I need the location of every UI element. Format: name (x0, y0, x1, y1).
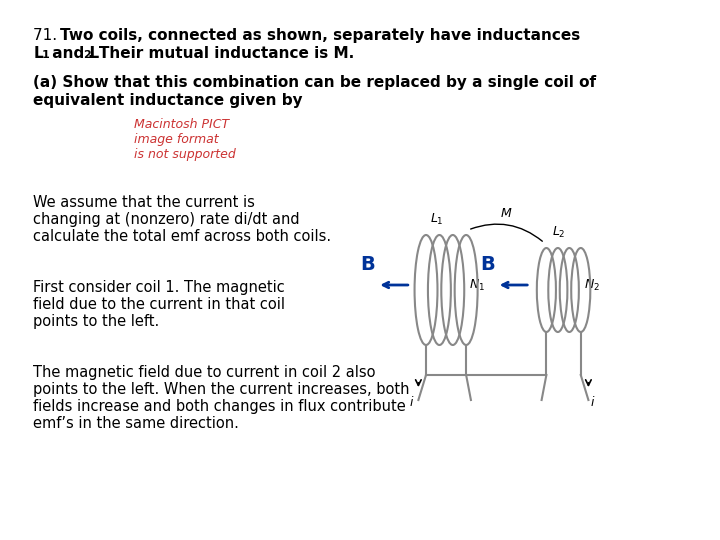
Text: calculate the total emf across both coils.: calculate the total emf across both coil… (33, 229, 331, 244)
Text: equivalent inductance given by: equivalent inductance given by (33, 93, 303, 108)
Text: field due to the current in that coil: field due to the current in that coil (33, 297, 285, 312)
Text: B: B (480, 255, 495, 274)
Text: First consider coil 1. The magnetic: First consider coil 1. The magnetic (33, 280, 285, 295)
Text: $N_1$: $N_1$ (469, 278, 485, 293)
Text: $i$: $i$ (590, 395, 595, 409)
Text: $N_2$: $N_2$ (584, 278, 600, 293)
Text: $i$: $i$ (409, 395, 414, 409)
Text: is not supported: is not supported (134, 148, 235, 161)
Text: The magnetic field due to current in coil 2 also: The magnetic field due to current in coi… (33, 365, 376, 380)
Text: . Their mutual inductance is M.: . Their mutual inductance is M. (88, 46, 354, 61)
Text: B: B (361, 255, 375, 274)
Text: L: L (33, 46, 43, 61)
Text: emf’s in the same direction.: emf’s in the same direction. (33, 416, 239, 431)
Text: Macintosh PICT: Macintosh PICT (134, 118, 229, 131)
Text: We assume that the current is: We assume that the current is (33, 195, 256, 210)
Text: points to the left. When the current increases, both: points to the left. When the current inc… (33, 382, 410, 397)
Text: image format: image format (134, 133, 218, 146)
Text: 1: 1 (42, 50, 50, 60)
Text: and L: and L (47, 46, 99, 61)
Text: (a) Show that this combination can be replaced by a single coil of: (a) Show that this combination can be re… (33, 75, 597, 90)
Text: fields increase and both changes in flux contribute: fields increase and both changes in flux… (33, 399, 406, 414)
Text: $M$: $M$ (500, 207, 513, 220)
Text: 71.: 71. (33, 28, 67, 43)
Text: $L_1$: $L_1$ (430, 212, 444, 227)
Text: Two coils, connected as shown, separately have inductances: Two coils, connected as shown, separatel… (60, 28, 580, 43)
Text: changing at (nonzero) rate di/dt and: changing at (nonzero) rate di/dt and (33, 212, 300, 227)
Text: $L_2$: $L_2$ (552, 225, 566, 240)
Text: 2: 2 (83, 50, 91, 60)
Text: points to the left.: points to the left. (33, 314, 160, 329)
